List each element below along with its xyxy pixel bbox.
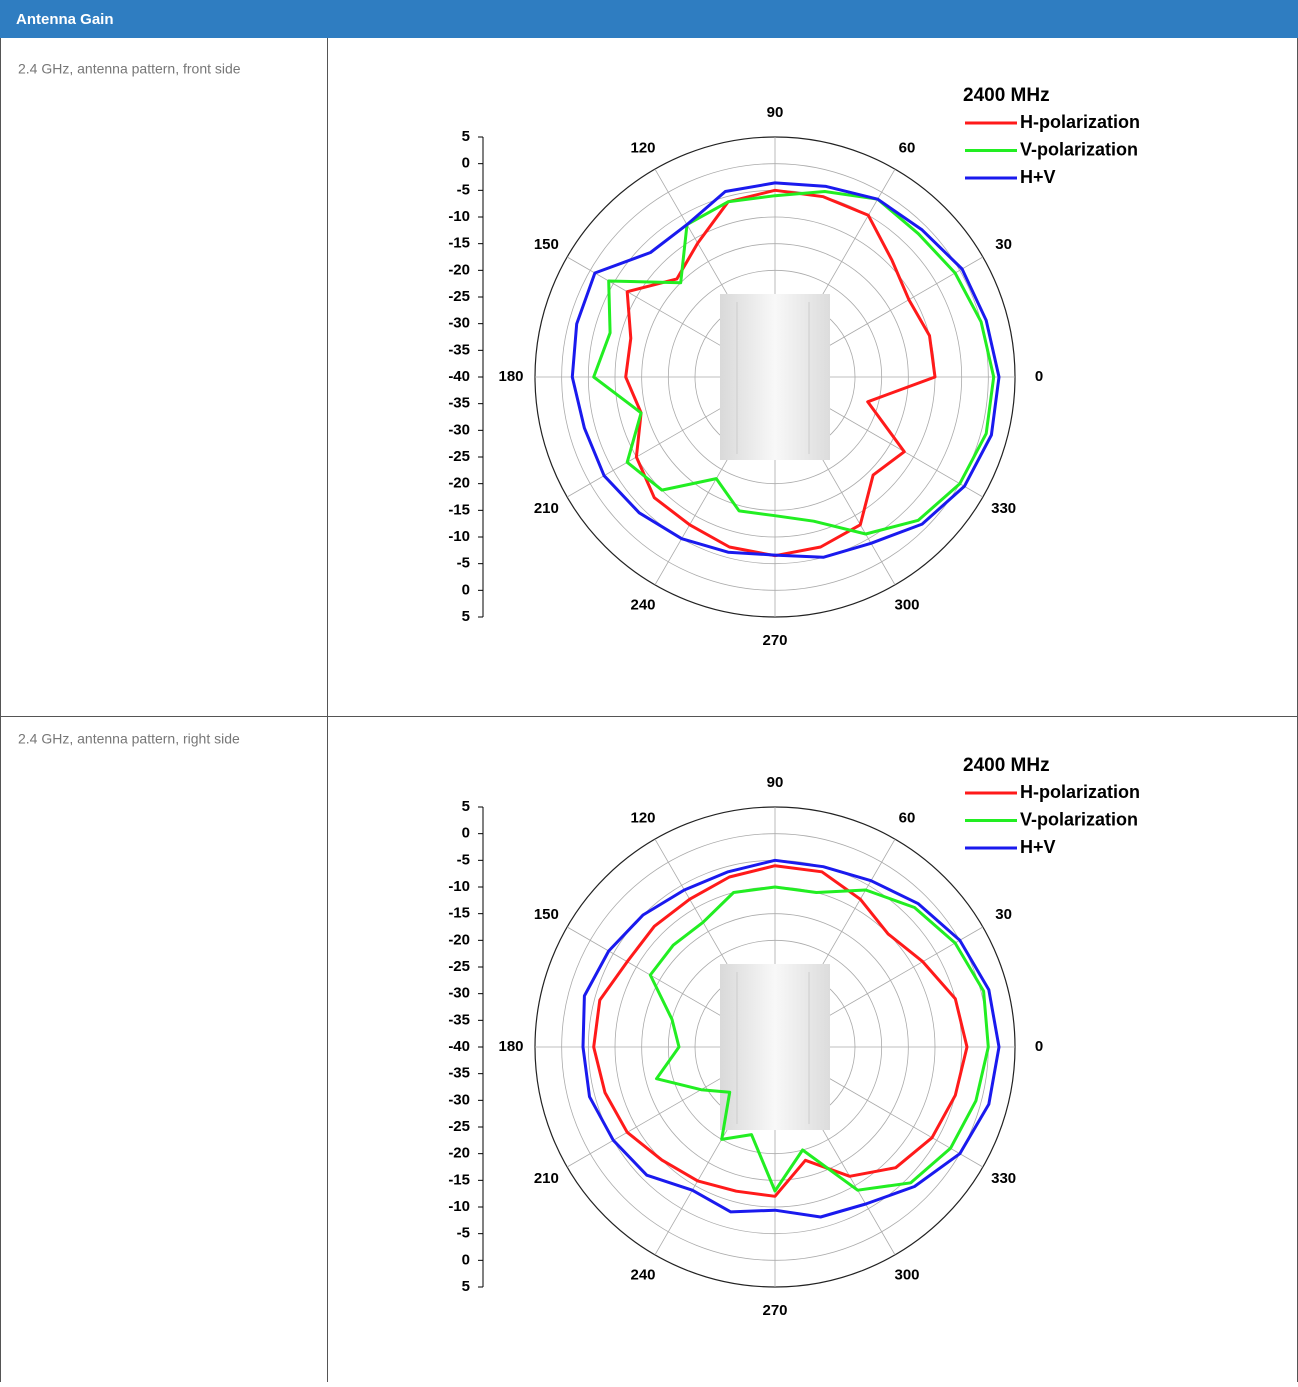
- angle-label: 120: [630, 139, 655, 156]
- angle-label: 60: [899, 809, 916, 826]
- r-tick-label: -25: [448, 288, 470, 305]
- r-tick-label: -35: [448, 395, 470, 412]
- angle-label: 120: [630, 809, 655, 826]
- series-line: [648, 885, 990, 1193]
- angle-label: 300: [894, 597, 919, 614]
- row-label: 2.4 GHz, antenna pattern, front side: [18, 61, 241, 77]
- angle-label: 90: [767, 774, 784, 791]
- r-tick-label: -40: [448, 368, 470, 385]
- angle-label: 330: [991, 1170, 1016, 1187]
- r-tick-label: -20: [448, 475, 470, 492]
- angle-label: 0: [1035, 1038, 1043, 1055]
- r-tick-label: -30: [448, 421, 470, 438]
- series-line: [581, 858, 1001, 1219]
- series-line: [570, 181, 1001, 559]
- r-tick-label: 5: [462, 608, 470, 625]
- row-label: 2.4 GHz, antenna pattern, right side: [18, 731, 240, 747]
- r-tick-label: -5: [457, 1225, 470, 1242]
- r-tick-label: -10: [448, 528, 470, 545]
- angle-label: 30: [995, 236, 1012, 253]
- r-tick-label: 0: [462, 581, 470, 598]
- r-tick-label: -30: [448, 985, 470, 1002]
- r-tick-label: -25: [448, 448, 470, 465]
- r-tick-label: 0: [462, 825, 470, 842]
- legend-label: H+V: [1020, 167, 1056, 187]
- legend-title: 2400 MHz: [963, 85, 1050, 106]
- r-tick-label: -10: [448, 1198, 470, 1215]
- angle-label: 0: [1035, 368, 1043, 385]
- r-tick-label: -15: [448, 1171, 470, 1188]
- r-tick-label: 0: [462, 1251, 470, 1268]
- angle-label: 300: [894, 1267, 919, 1284]
- r-tick-label: -25: [448, 1118, 470, 1135]
- r-tick-label: -35: [448, 341, 470, 358]
- angle-label: 270: [762, 632, 787, 649]
- r-tick-label: -10: [448, 878, 470, 895]
- r-tick-label: -5: [457, 851, 470, 868]
- legend-title: 2400 MHz: [963, 755, 1050, 776]
- angle-label: 60: [899, 139, 916, 156]
- r-tick-label: -35: [448, 1065, 470, 1082]
- r-tick-label: -35: [448, 1011, 470, 1028]
- r-tick-label: -20: [448, 1145, 470, 1162]
- header-bar: [0, 0, 1298, 38]
- r-tick-label: -15: [448, 905, 470, 922]
- r-tick-label: 5: [462, 128, 470, 145]
- r-tick-label: -15: [448, 235, 470, 252]
- r-tick-label: -20: [448, 931, 470, 948]
- r-tick-label: -5: [457, 181, 470, 198]
- r-tick-label: -40: [448, 1038, 470, 1055]
- legend-label: V-polarization: [1020, 809, 1138, 829]
- angle-label: 210: [534, 1170, 559, 1187]
- angle-label: 240: [630, 597, 655, 614]
- angle-label: 180: [498, 368, 523, 385]
- r-tick-label: -10: [448, 208, 470, 225]
- r-tick-label: 5: [462, 1278, 470, 1295]
- r-tick-label: 5: [462, 798, 470, 815]
- angle-label: 30: [995, 906, 1012, 923]
- r-tick-label: -20: [448, 261, 470, 278]
- angle-label: 330: [991, 500, 1016, 517]
- device-image: [720, 964, 830, 1130]
- legend-label: V-polarization: [1020, 139, 1138, 159]
- r-tick-label: -25: [448, 958, 470, 975]
- angle-label: 150: [534, 906, 559, 923]
- legend-label: H-polarization: [1020, 782, 1140, 802]
- device-image: [720, 294, 830, 460]
- legend-label: H-polarization: [1020, 112, 1140, 132]
- angle-label: 180: [498, 1038, 523, 1055]
- series-line: [624, 188, 937, 558]
- r-tick-label: -15: [448, 501, 470, 518]
- angle-label: 150: [534, 236, 559, 253]
- r-tick-label: -5: [457, 555, 470, 572]
- angle-label: 210: [534, 500, 559, 517]
- angle-label: 90: [767, 104, 784, 121]
- legend-label: H+V: [1020, 837, 1056, 857]
- series-line: [592, 864, 969, 1198]
- angle-label: 240: [630, 1267, 655, 1284]
- r-tick-label: 0: [462, 155, 470, 172]
- r-tick-label: -30: [448, 315, 470, 332]
- angle-label: 270: [762, 1302, 787, 1319]
- r-tick-label: -30: [448, 1091, 470, 1108]
- header-title: Antenna Gain: [16, 11, 114, 28]
